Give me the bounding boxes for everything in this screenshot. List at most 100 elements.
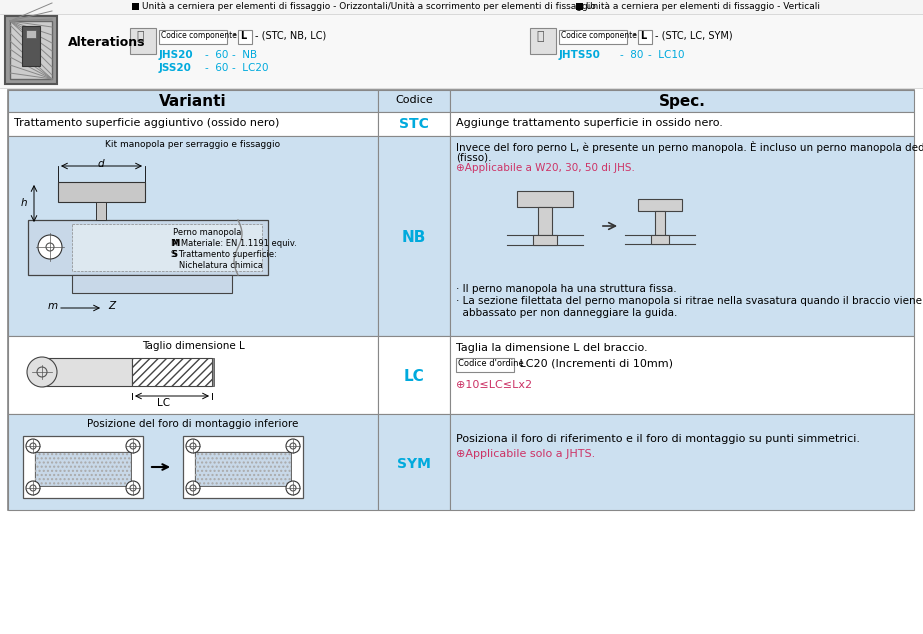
Text: 📞: 📞 [136, 30, 143, 43]
Text: -  LC20: - LC20 [232, 63, 269, 73]
Text: -: - [230, 29, 236, 39]
Bar [35, 452, 131, 486]
Bar [58, 182, 145, 202]
Circle shape [26, 481, 40, 495]
Text: LC20 (Incrementi di 10mm): LC20 (Incrementi di 10mm) [516, 359, 673, 369]
Text: JSS20: JSS20 [159, 63, 192, 73]
Bar [450, 90, 914, 112]
Bar [132, 3, 139, 10]
Text: JHTS50: JHTS50 [559, 50, 601, 60]
Text: Codice componente: Codice componente [161, 31, 237, 40]
Circle shape [186, 439, 200, 453]
Text: NB: NB [402, 230, 426, 245]
Text: Taglia la dimensione L del braccio.: Taglia la dimensione L del braccio. [456, 343, 648, 353]
Text: abbassato per non danneggiare la guida.: abbassato per non danneggiare la guida. [456, 308, 677, 318]
Text: -  80: - 80 [620, 50, 643, 60]
Bar [8, 336, 378, 414]
Text: Posiziona il foro di riferimento e il foro di montaggio su punti simmetrici.: Posiziona il foro di riferimento e il fo… [456, 434, 860, 444]
Text: LC: LC [403, 369, 425, 384]
Bar [576, 3, 583, 10]
Text: Posizione del foro di montaggio inferiore: Posizione del foro di montaggio inferior… [88, 419, 299, 429]
Bar [212, 358, 214, 386]
Bar [35, 452, 131, 486]
Bar [456, 358, 514, 372]
Text: Codice: Codice [395, 95, 433, 105]
Text: Unità a cerniera per elementi di fissaggio - Verticali: Unità a cerniera per elementi di fissagg… [586, 2, 820, 11]
Bar [8, 90, 914, 510]
Circle shape [186, 481, 200, 495]
Text: SYM: SYM [397, 457, 431, 471]
Text: S: S [171, 250, 177, 259]
Text: Perno manopola: Perno manopola [173, 228, 242, 237]
Text: L: L [240, 31, 246, 41]
Text: (fisso).: (fisso). [456, 152, 492, 162]
Bar [638, 199, 682, 211]
Circle shape [38, 235, 62, 259]
Text: -  60: - 60 [205, 63, 228, 73]
Bar [638, 30, 652, 44]
Text: -  60: - 60 [205, 50, 228, 60]
Bar [450, 414, 914, 510]
Bar [8, 112, 378, 136]
Bar [450, 136, 914, 336]
Bar [450, 112, 914, 136]
Bar [5, 16, 57, 84]
Bar [378, 136, 450, 336]
Text: Trattamento superficie aggiuntivo (ossido nero): Trattamento superficie aggiuntivo (ossid… [14, 118, 280, 128]
Text: ⊕Applicabile solo a JHTS.: ⊕Applicabile solo a JHTS. [456, 449, 595, 459]
Bar [533, 235, 557, 245]
Text: - (STC, NB, LC): - (STC, NB, LC) [255, 31, 326, 41]
Bar [8, 136, 378, 336]
Bar [8, 414, 378, 510]
Text: M Materiale: EN 1.1191 equiv.: M Materiale: EN 1.1191 equiv. [171, 239, 297, 248]
Text: h: h [20, 198, 28, 208]
Bar [28, 220, 268, 275]
Text: Alterations: Alterations [68, 36, 146, 48]
Bar [0, 0, 923, 14]
Text: -  LC10: - LC10 [648, 50, 685, 60]
Bar [96, 202, 106, 220]
Circle shape [26, 439, 40, 453]
Text: - (STC, LC, SYM): - (STC, LC, SYM) [655, 31, 733, 41]
Bar [517, 191, 573, 207]
Text: Invece del foro perno L, è presente un perno manopola. È incluso un perno manopo: Invece del foro perno L, è presente un p… [456, 141, 923, 153]
Bar [378, 336, 450, 414]
Text: Aggiunge trattamento superficie in ossido nero.: Aggiunge trattamento superficie in ossid… [456, 118, 723, 128]
Bar [130, 28, 156, 54]
Text: ⊕Applicabile a W20, 30, 50 di JHS.: ⊕Applicabile a W20, 30, 50 di JHS. [456, 163, 635, 173]
Text: STC: STC [399, 117, 429, 131]
Text: S Trattamento superficie:: S Trattamento superficie: [171, 250, 277, 259]
Circle shape [126, 481, 140, 495]
Text: L: L [640, 31, 646, 41]
Bar [378, 90, 450, 112]
Bar [378, 414, 450, 510]
Bar [183, 436, 303, 498]
Text: Codice d'ordine: Codice d'ordine [458, 359, 523, 368]
Circle shape [286, 481, 300, 495]
Bar [450, 336, 914, 414]
Bar [72, 275, 232, 293]
Text: m: m [48, 301, 58, 311]
Circle shape [286, 439, 300, 453]
Circle shape [126, 439, 140, 453]
Bar [655, 211, 665, 235]
Bar [26, 30, 36, 38]
Text: Kit manopola per serraggio e fissaggio: Kit manopola per serraggio e fissaggio [105, 140, 281, 149]
Bar [238, 30, 252, 44]
Text: Unità a cerniera per elementi di fissaggio - Orizzontali/Unità a scorrimento per: Unità a cerniera per elementi di fissagg… [142, 2, 596, 11]
Text: -  NB: - NB [232, 50, 258, 60]
Text: -: - [630, 29, 637, 39]
Bar [10, 21, 52, 79]
Bar [195, 452, 291, 486]
Bar [72, 224, 262, 271]
Bar [159, 30, 227, 44]
Text: · La sezione filettata del perno manopola si ritrae nella svasatura quando il br: · La sezione filettata del perno manopol… [456, 296, 922, 306]
Circle shape [27, 357, 57, 387]
Text: JHS20: JHS20 [159, 50, 194, 60]
Text: Taglio dimensione L: Taglio dimensione L [141, 341, 245, 351]
Bar [8, 90, 378, 112]
Text: Z: Z [108, 301, 115, 311]
Text: Varianti: Varianti [159, 94, 227, 109]
Bar [538, 207, 552, 235]
Bar [23, 436, 143, 498]
